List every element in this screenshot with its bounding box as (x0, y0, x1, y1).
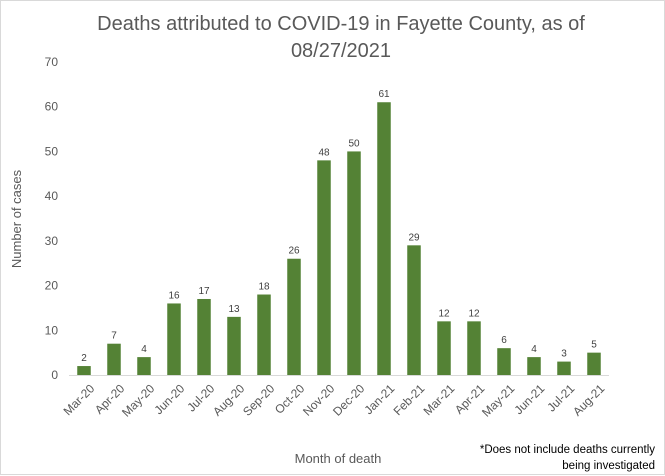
y-tick-label: 10 (45, 323, 59, 337)
bar (437, 321, 451, 375)
x-tick-label: May-20 (119, 381, 157, 419)
bar-value-label: 7 (111, 331, 117, 342)
x-tick-label: May-21 (479, 381, 517, 419)
y-tick-label: 40 (45, 189, 59, 203)
y-tick-label: 0 (51, 368, 58, 382)
bar-value-label: 13 (228, 304, 240, 315)
x-tick-label: Feb-21 (391, 381, 428, 418)
bar (137, 357, 151, 375)
bar (467, 321, 481, 375)
x-tick-label: Nov-20 (300, 381, 337, 418)
bar-value-label: 12 (468, 308, 480, 319)
bar (347, 151, 361, 375)
bar (377, 102, 391, 375)
bar (587, 352, 601, 375)
bar-value-label: 26 (288, 246, 300, 257)
bar-value-label: 6 (501, 335, 507, 346)
y-axis-label: Number of cases (9, 169, 24, 268)
bar-value-label: 29 (408, 232, 420, 243)
bar (107, 343, 121, 375)
bar (167, 303, 181, 375)
bar (497, 348, 511, 375)
bar (227, 316, 241, 375)
y-tick-label: 20 (45, 279, 59, 293)
x-tick-label: Mar-21 (421, 381, 458, 418)
bar (287, 258, 301, 375)
bar (527, 357, 541, 375)
bar-value-label: 4 (141, 344, 147, 355)
bar (557, 361, 571, 375)
bar-value-label: 61 (378, 89, 390, 100)
bar-value-label: 2 (81, 353, 87, 364)
chart-title: Deaths attributed to COVID-19 in Fayette… (97, 13, 585, 62)
x-tick-label: Jun-21 (511, 381, 547, 417)
bar-value-label: 18 (258, 282, 270, 293)
bar (407, 245, 421, 375)
bar-value-label: 17 (198, 286, 210, 297)
bar (317, 160, 331, 375)
x-axis-label: Month of death (295, 451, 382, 466)
x-tick-label: Sep-20 (240, 381, 277, 418)
footnote: *Does not include deaths currently being… (479, 444, 655, 472)
bar-value-label: 3 (561, 349, 567, 360)
x-tick-label: Aug-21 (570, 381, 607, 418)
x-tick-label: Jun-20 (151, 381, 187, 417)
bar-value-label: 5 (591, 340, 597, 351)
bar-value-label: 12 (438, 308, 450, 319)
bar-value-label: 48 (318, 147, 330, 158)
x-tick-label: Jan-21 (361, 381, 397, 417)
y-tick-label: 50 (45, 144, 59, 158)
bar (197, 298, 211, 375)
bar (257, 294, 271, 375)
x-tick-label: Mar-20 (61, 381, 98, 418)
y-tick-label: 70 (45, 55, 59, 69)
x-tick-label: Dec-20 (330, 381, 367, 418)
y-tick-label: 30 (45, 234, 59, 248)
bar (77, 366, 91, 375)
bar-value-label: 4 (531, 344, 537, 355)
bar-value-label: 50 (348, 138, 360, 149)
y-tick-label: 60 (45, 100, 59, 114)
bar-value-label: 16 (168, 290, 180, 301)
x-tick-label: Aug-20 (210, 381, 247, 418)
